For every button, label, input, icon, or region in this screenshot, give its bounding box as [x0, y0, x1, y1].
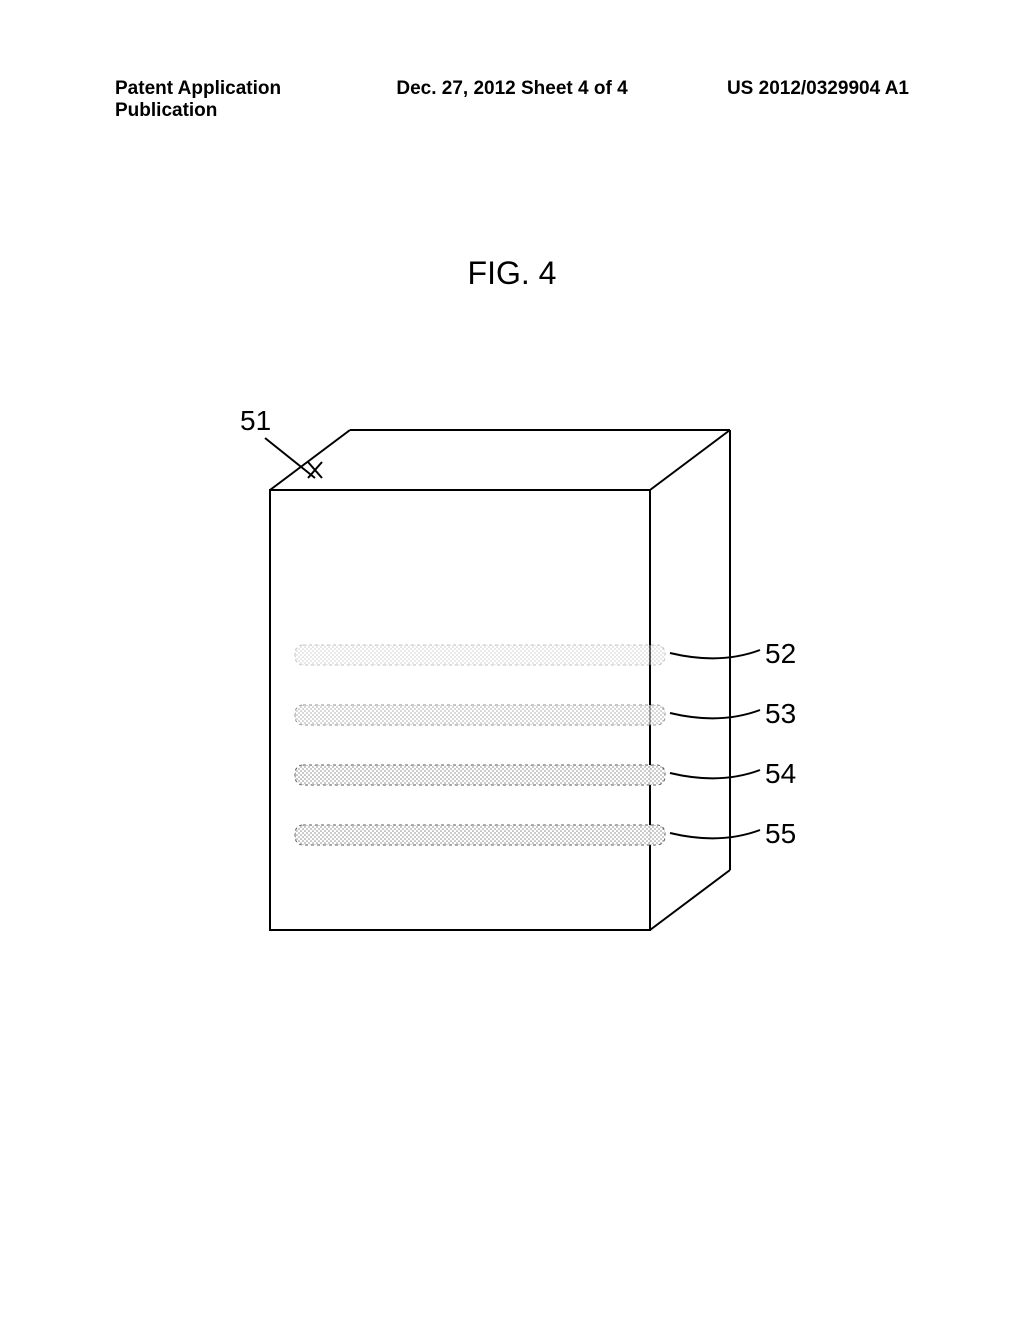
layer-rect-54 — [295, 765, 665, 785]
label-53: 53 — [765, 698, 796, 729]
header-center: Dec. 27, 2012 Sheet 4 of 4 — [380, 78, 645, 122]
figure-label: FIG. 4 — [468, 255, 557, 292]
layer-rect-52 — [295, 645, 665, 665]
leader-54 — [670, 770, 760, 778]
layer-rect-55 — [295, 825, 665, 845]
header-left: Patent Application Publication — [115, 78, 380, 122]
label-55: 55 — [765, 818, 796, 849]
leader-55 — [670, 830, 760, 838]
figure-svg: 51 52 53 54 55 — [220, 390, 820, 970]
leader-51 — [265, 438, 315, 478]
label-52: 52 — [765, 638, 796, 669]
box-bottom-right-edge — [650, 870, 730, 930]
leader-53 — [670, 710, 760, 718]
box-top-right-edge — [650, 430, 730, 490]
page-header: Patent Application Publication Dec. 27, … — [0, 78, 1024, 122]
layer-53: 53 — [295, 698, 796, 729]
label-54: 54 — [765, 758, 796, 789]
layer-55: 55 — [295, 818, 796, 849]
diagram-container: 51 52 53 54 55 — [220, 390, 820, 970]
label-51: 51 — [240, 405, 271, 436]
header-right: US 2012/0329904 A1 — [644, 78, 909, 122]
leader-52 — [670, 650, 760, 658]
box-top-left-edge — [270, 430, 350, 490]
layer-54: 54 — [295, 758, 796, 789]
layer-rect-53 — [295, 705, 665, 725]
layer-52: 52 — [295, 638, 796, 669]
